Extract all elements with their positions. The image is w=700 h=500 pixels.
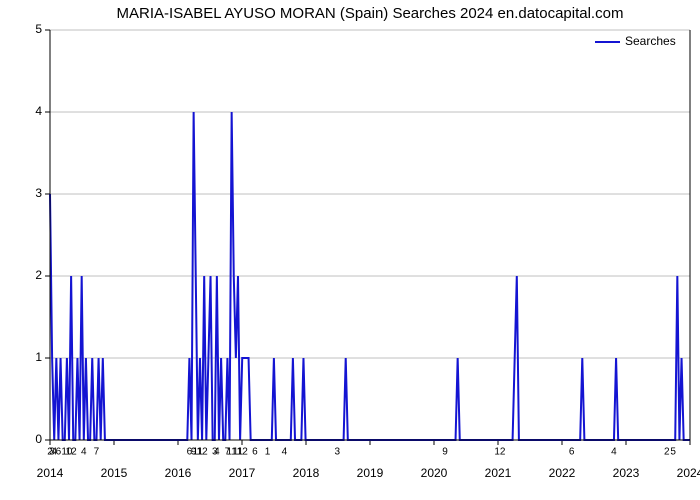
svg-text:9: 9 [442, 446, 448, 457]
chart-title: MARIA-ISABEL AYUSO MORAN (Spain) Searche… [117, 5, 624, 22]
svg-text:2: 2 [664, 446, 670, 457]
gridlines [45, 30, 690, 440]
svg-text:2017: 2017 [229, 466, 256, 480]
svg-text:5: 5 [670, 446, 676, 457]
svg-text:2: 2 [35, 268, 42, 282]
svg-text:2023: 2023 [613, 466, 640, 480]
svg-text:6: 6 [569, 446, 575, 457]
svg-text:12: 12 [494, 446, 506, 457]
svg-text:2018: 2018 [293, 466, 320, 480]
x-axis-value-labels: 234610124769111234711111261439126425 [47, 446, 676, 457]
chart-svg: MARIA-ISABEL AYUSO MORAN (Spain) Searche… [0, 0, 700, 500]
svg-text:2014: 2014 [37, 466, 64, 480]
svg-text:6: 6 [252, 446, 258, 457]
svg-text:4: 4 [81, 446, 87, 457]
svg-text:12: 12 [66, 446, 78, 457]
svg-text:2019: 2019 [357, 466, 384, 480]
svg-text:4: 4 [611, 446, 617, 457]
svg-text:1: 1 [35, 350, 42, 364]
svg-text:2020: 2020 [421, 466, 448, 480]
svg-text:4: 4 [214, 446, 220, 457]
legend: Searches [595, 34, 676, 48]
y-tick-labels: 0 1 2 3 4 5 [35, 22, 42, 446]
svg-text:2016: 2016 [165, 466, 192, 480]
chart-container: MARIA-ISABEL AYUSO MORAN (Spain) Searche… [0, 0, 700, 500]
svg-text:5: 5 [35, 22, 42, 36]
svg-text:0: 0 [35, 432, 42, 446]
svg-text:3: 3 [35, 186, 42, 200]
svg-text:7: 7 [94, 446, 100, 457]
svg-text:12: 12 [197, 446, 209, 457]
svg-text:3: 3 [334, 446, 340, 457]
svg-text:4: 4 [282, 446, 288, 457]
svg-text:2022: 2022 [549, 466, 576, 480]
svg-text:2024: 2024 [677, 466, 700, 480]
svg-text:1: 1 [265, 446, 271, 457]
legend-label: Searches [625, 34, 676, 48]
x-axis-year-labels: 2014 2015 2016 2017 2018 2019 2020 2021 2022 2023… [37, 440, 700, 480]
svg-text:2021: 2021 [485, 466, 512, 480]
svg-text:2015: 2015 [101, 466, 128, 480]
svg-text:12: 12 [237, 446, 249, 457]
svg-text:4: 4 [35, 104, 42, 118]
